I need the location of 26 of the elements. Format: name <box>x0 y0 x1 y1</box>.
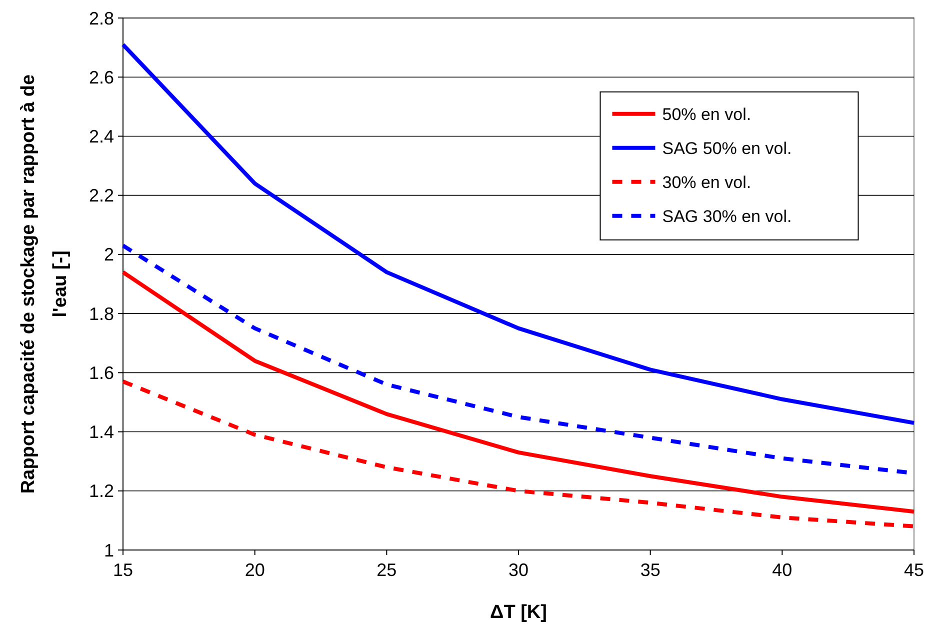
legend-label: 30% en vol. <box>662 172 752 192</box>
line-series <box>121 270 916 514</box>
y-tick-label: 2 <box>104 244 114 265</box>
y-tick-label: 1.2 <box>88 481 114 502</box>
x-tick-label: 35 <box>640 560 660 580</box>
y-tick-label: 2.2 <box>88 186 114 206</box>
y-tick-label: 1.6 <box>88 362 114 383</box>
x-tick-label: 20 <box>244 560 265 580</box>
y-tick-label: 2.6 <box>88 67 114 88</box>
x-tick-label: 15 <box>112 560 134 580</box>
x-axis-title: ΔT [K] <box>490 602 547 623</box>
x-tick-label: 25 <box>376 560 397 580</box>
line-series <box>121 380 916 528</box>
y-tick-label: 2.4 <box>88 126 114 147</box>
x-tick-label: 40 <box>772 560 792 580</box>
y-tick-label: 1.8 <box>88 304 114 324</box>
legend-label: SAG 50% en vol. <box>662 138 792 158</box>
x-tick-label: 30 <box>508 560 529 580</box>
legend-label: SAG 30% en vol. <box>662 206 792 226</box>
x-tick-label: 45 <box>904 560 924 580</box>
legend-label: 50% en vol. <box>662 104 752 124</box>
line-series <box>121 42 916 425</box>
y-axis-title: Rapport capacité de stockage par rapport à de l'eau [-] <box>18 74 71 494</box>
y-tick-label: 1 <box>104 540 114 560</box>
y-tick-label: 1.4 <box>88 422 114 442</box>
y-tick-label: 2.8 <box>88 8 114 28</box>
